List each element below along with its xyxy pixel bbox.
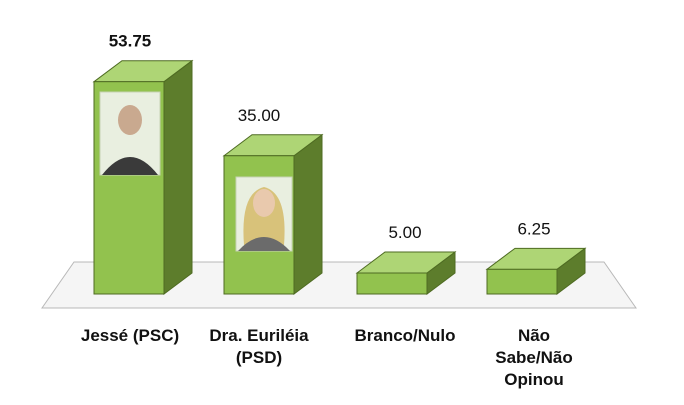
value-label-3: 6.25 <box>517 219 550 238</box>
value-label-1: 35.00 <box>238 106 281 125</box>
category-label-0: Jessé (PSC) <box>81 326 179 345</box>
bars-group <box>92 59 587 295</box>
value-label-0: 53.75 <box>109 32 152 51</box>
bar-2 <box>355 251 457 295</box>
bar-front <box>486 268 558 295</box>
bar-3 <box>485 247 587 295</box>
category-label-3: Não Sabe/Não Opinou <box>495 326 572 389</box>
bar-side <box>293 133 323 295</box>
candidate-photo-jesse <box>99 91 161 176</box>
value-labels-group: 53.75 35.00 5.00 6.25 <box>109 32 551 242</box>
category-labels-group: Jessé (PSC) Dra. Euriléia (PSD) Branco/Nulo… <box>81 326 573 389</box>
value-label-2: 5.00 <box>388 223 421 242</box>
category-label-2: Branco/Nulo <box>354 326 455 345</box>
category-label-1: Dra. Euriléia (PSD) <box>209 326 309 367</box>
photos-group <box>99 91 293 252</box>
bar-side <box>163 59 193 295</box>
bar-front <box>356 272 428 295</box>
candidate-photo-eurileia <box>235 176 293 252</box>
